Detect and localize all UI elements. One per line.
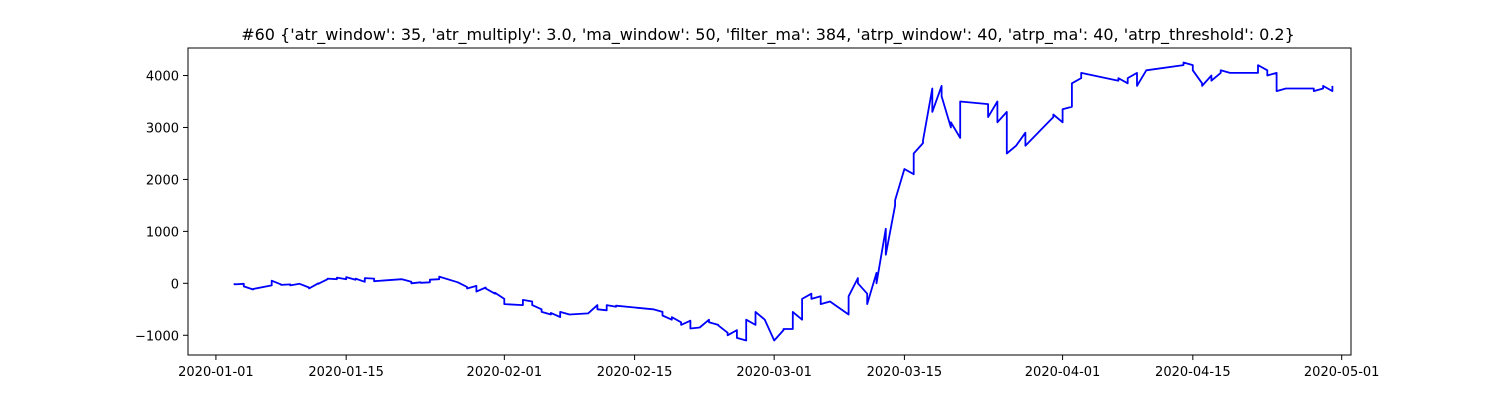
x-tick-label: 2020-05-01 xyxy=(1304,365,1380,380)
equity-series-line xyxy=(233,61,1334,342)
x-tick-label: 2020-03-01 xyxy=(736,365,812,380)
x-tick-label: 2020-02-01 xyxy=(467,365,543,380)
y-axis: −1000 0 1000 2000 3000 4000 xyxy=(135,70,188,344)
y-tick-label: 2000 xyxy=(146,173,179,188)
x-tick-label: 2020-04-15 xyxy=(1155,365,1231,380)
y-tick-label: 4000 xyxy=(146,70,179,85)
x-tick-label: 2020-03-15 xyxy=(867,365,943,380)
y-tick-label: 1000 xyxy=(146,225,179,240)
x-tick-label: 2020-02-15 xyxy=(597,365,673,380)
x-tick-label: 2020-04-01 xyxy=(1025,365,1101,380)
x-axis: 2020-01-01 2020-01-15 2020-02-01 2020-02-15… xyxy=(178,355,1379,380)
y-tick-label: −1000 xyxy=(135,329,179,344)
plot-area-frame xyxy=(187,47,1352,356)
x-tick-label: 2020-01-01 xyxy=(178,365,254,380)
x-tick-label: 2020-01-15 xyxy=(308,365,384,380)
chart-title: #60 {'atr_window': 35, 'atr_multiply': 3… xyxy=(241,25,1295,45)
y-tick-label: 0 xyxy=(171,277,179,292)
y-tick-label: 3000 xyxy=(146,121,179,136)
